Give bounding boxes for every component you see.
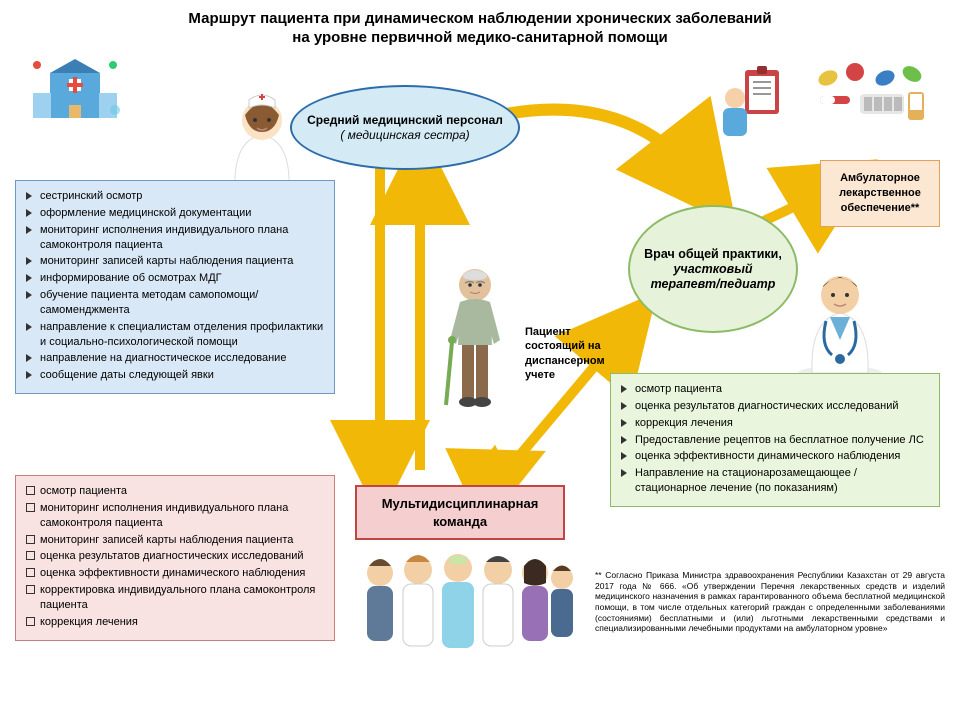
doctor-icon [790, 255, 890, 380]
title-line-1: Маршрут пациента при динамическом наблюд… [188, 10, 771, 27]
team-group-icon [350, 538, 580, 678]
list-item: оценка результатов диагностических иссле… [26, 549, 324, 564]
list-item: оформление медицинской документации [26, 206, 324, 221]
hospital-icon [25, 55, 125, 130]
pharm-line-1: Амбулаторное [840, 172, 920, 184]
nurse-tasks-box: сестринский осмотр оформление медицинской… [15, 180, 335, 394]
list-item: корректировка индивидуального плана само… [26, 583, 324, 613]
list-item: Предоставление рецептов на бесплатное по… [621, 433, 929, 448]
list-item: направление к специалистам отделения про… [26, 320, 324, 350]
pharm-line-3: обеспечение** [841, 202, 920, 214]
team-tasks-box: осмотр пациента мониторинг исполнения инд… [15, 475, 335, 641]
list-item: мониторинг исполнения индивидуального пл… [26, 223, 324, 253]
clipboard-icon [715, 60, 790, 140]
list-item: оценка эффективности динамического наблю… [621, 449, 929, 464]
nurse-ellipse-line2: ( медицинская сестра) [340, 128, 469, 142]
list-item: коррекция лечения [621, 416, 929, 431]
pills-icon [810, 60, 940, 145]
list-item: осмотр пациента [26, 484, 324, 499]
team-header-text: Мультидисциплинарная команда [382, 496, 539, 529]
list-item: сообщение даты следующей явки [26, 368, 324, 383]
list-item: оценка эффективности динамического наблю… [26, 566, 324, 581]
doctor-tasks-box: осмотр пациента оценка результатов диагно… [610, 373, 940, 507]
list-item: мониторинг записей карты наблюдения паци… [26, 533, 324, 548]
team-header-box: Мультидисциплинарная команда [355, 485, 565, 540]
list-item: сестринский осмотр [26, 189, 324, 204]
list-item: осмотр пациента [621, 382, 929, 397]
list-item: мониторинг исполнения индивидуального пл… [26, 501, 324, 531]
list-item: коррекция лечения [26, 615, 324, 630]
doctor-ellipse-line2: участковый терапевт/педиатр [640, 262, 786, 292]
doctor-ellipse-line1: Врач общей практики, [644, 247, 782, 262]
footnote-content: ** Согласно Приказа Министра здравоохран… [595, 570, 945, 633]
patient-label-4: учете [525, 369, 555, 381]
doctor-ellipse: Врач общей практики, участковый терапевт… [628, 205, 798, 333]
patient-label-3: диспансерном [525, 355, 605, 367]
list-item: обучение пациента методам самопомощи/сам… [26, 288, 324, 318]
pharm-box: Амбулаторное лекарственное обеспечение** [820, 160, 940, 227]
list-item: направление на диагностическое исследова… [26, 351, 324, 366]
list-item: Направление на стационарозамещающее / ст… [621, 466, 929, 496]
title-line-2: на уровне первичной медико-санитарной по… [292, 29, 667, 46]
footnote-text: ** Согласно Приказа Министра здравоохран… [595, 570, 945, 634]
pharm-line-2: лекарственное [839, 187, 921, 199]
list-item: информирование об осмотрах МДГ [26, 271, 324, 286]
list-item: мониторинг записей карты наблюдения паци… [26, 254, 324, 269]
patient-label-1: Пациент [525, 326, 571, 338]
nurse-ellipse: Средний медицинский персонал ( медицинск… [290, 85, 520, 170]
patient-label-2: состоящий на [525, 340, 601, 352]
nurse-ellipse-line1: Средний медицинский персонал [307, 113, 503, 127]
page-title: Маршрут пациента при динамическом наблюд… [0, 10, 960, 48]
patient-icon [430, 260, 525, 420]
list-item: оценка результатов диагностических иссле… [621, 399, 929, 414]
